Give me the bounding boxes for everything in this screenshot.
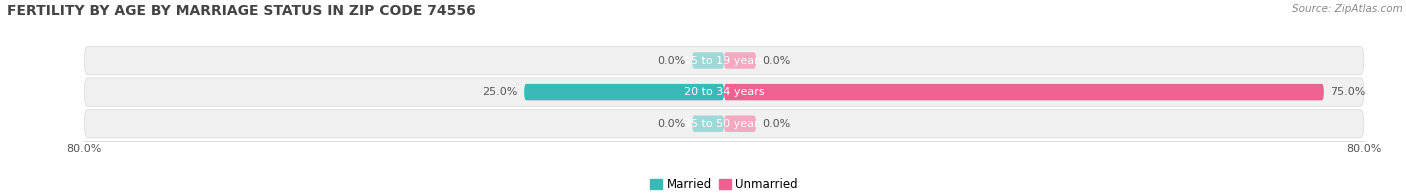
FancyBboxPatch shape bbox=[724, 115, 756, 132]
Legend: Married, Unmarried: Married, Unmarried bbox=[645, 173, 803, 196]
Text: 0.0%: 0.0% bbox=[762, 119, 790, 129]
FancyBboxPatch shape bbox=[692, 52, 724, 69]
FancyBboxPatch shape bbox=[84, 78, 1364, 106]
Text: 0.0%: 0.0% bbox=[658, 119, 686, 129]
FancyBboxPatch shape bbox=[692, 115, 724, 132]
FancyBboxPatch shape bbox=[524, 84, 724, 100]
Text: 0.0%: 0.0% bbox=[658, 55, 686, 65]
Text: 0.0%: 0.0% bbox=[762, 55, 790, 65]
Text: FERTILITY BY AGE BY MARRIAGE STATUS IN ZIP CODE 74556: FERTILITY BY AGE BY MARRIAGE STATUS IN Z… bbox=[7, 4, 475, 18]
Text: 35 to 50 years: 35 to 50 years bbox=[683, 119, 765, 129]
Text: 20 to 34 years: 20 to 34 years bbox=[683, 87, 765, 97]
Text: 75.0%: 75.0% bbox=[1330, 87, 1365, 97]
Text: 25.0%: 25.0% bbox=[482, 87, 517, 97]
Text: 15 to 19 years: 15 to 19 years bbox=[683, 55, 765, 65]
Text: Source: ZipAtlas.com: Source: ZipAtlas.com bbox=[1292, 4, 1403, 14]
FancyBboxPatch shape bbox=[724, 84, 1324, 100]
FancyBboxPatch shape bbox=[724, 52, 756, 69]
FancyBboxPatch shape bbox=[84, 110, 1364, 138]
FancyBboxPatch shape bbox=[84, 46, 1364, 75]
